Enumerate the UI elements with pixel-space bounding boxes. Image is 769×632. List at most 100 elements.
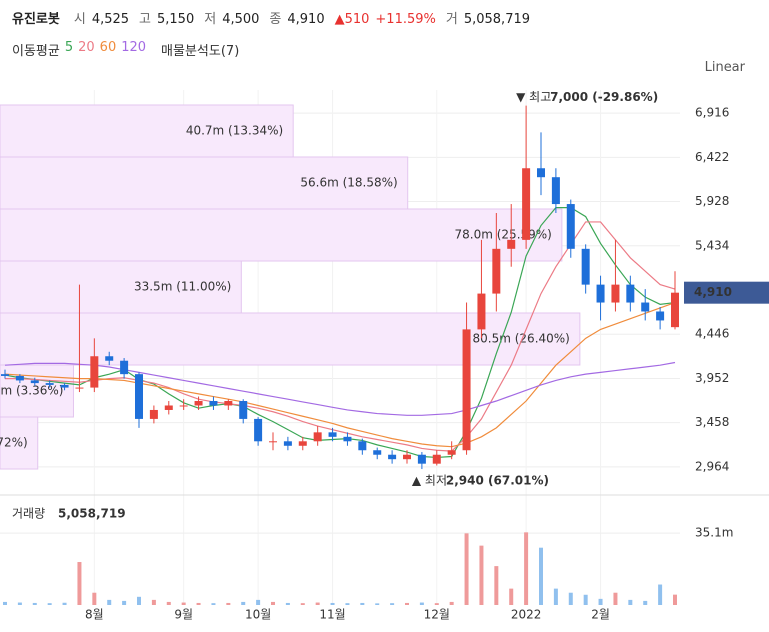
- volume-bar: [151, 599, 156, 605]
- volume-profile-label: 33.5m (11.00%): [134, 280, 231, 294]
- indicator-bar[interactable]: 이동평균 5 20 60 120 매물분석도(7): [12, 40, 239, 59]
- ma-legend-entry[interactable]: 20: [78, 40, 95, 55]
- candle-body: [105, 356, 114, 361]
- y-tick-label: 4,446: [695, 327, 729, 341]
- candle-body: [626, 284, 635, 303]
- candle-body: [537, 168, 545, 178]
- ma-legend-entry[interactable]: 5: [64, 40, 74, 55]
- candle-body: [417, 454, 426, 464]
- high-key: 고: [139, 12, 151, 27]
- volume-bar: [553, 588, 558, 605]
- annotation-text: ▲ 최저: [412, 474, 447, 488]
- volume-bar: [271, 601, 275, 605]
- candle-body: [283, 441, 292, 446]
- volume-value: 5,058,719: [463, 12, 531, 27]
- volume-bar: [390, 603, 395, 605]
- volume-profile-label: 10.2m (3.36%): [0, 384, 63, 398]
- candle-body: [581, 248, 590, 285]
- change: ▲510: [334, 12, 370, 27]
- volume-bar: [92, 592, 97, 605]
- volume-bar: [211, 603, 216, 605]
- y-tick-label: 6,422: [695, 150, 729, 164]
- volume-bar: [17, 602, 22, 605]
- last-price-label: 4,910: [694, 285, 732, 299]
- candle-body: [447, 450, 456, 455]
- scale-toggle[interactable]: Linear: [704, 60, 745, 75]
- candle-body: [522, 168, 531, 240]
- volume-bar: [345, 603, 350, 605]
- volume-bar: [375, 603, 380, 605]
- high-value: 5,150: [157, 12, 195, 27]
- volume-profile-label: 40.7m (13.34%): [186, 124, 283, 138]
- volume-bar: [628, 599, 633, 605]
- x-tick-label: 2월: [591, 608, 610, 622]
- volume-bar: [181, 602, 186, 605]
- volume-title-value: 5,058,719: [58, 507, 126, 521]
- y-tick-label: 5,928: [695, 194, 729, 208]
- volume-bar: [315, 602, 320, 605]
- x-tick-label: 8월: [85, 608, 104, 622]
- ma-line: [4, 301, 676, 448]
- candle-body: [358, 441, 367, 451]
- volume-bar: [494, 566, 499, 605]
- candle-body: [30, 380, 39, 384]
- ma-line: [4, 361, 676, 416]
- volume-profile-bar: [0, 208, 563, 262]
- volume-bar: [256, 599, 261, 605]
- candle-body: [492, 248, 501, 294]
- volume-bar: [107, 599, 112, 605]
- volume-bar: [62, 602, 67, 605]
- volume-profile-bar: [0, 416, 39, 470]
- candle-body: [611, 284, 620, 303]
- candle-body: [60, 384, 69, 388]
- x-tick-label: 11월: [319, 608, 345, 622]
- candle-body: [179, 405, 188, 407]
- candle-body: [239, 401, 248, 419]
- volume-bar: [643, 600, 648, 605]
- candle-body: [507, 239, 516, 249]
- change-rate: +11.59%: [375, 12, 436, 27]
- volume-profile-bar: [0, 364, 74, 418]
- candle-body: [269, 441, 277, 443]
- ma-legend: 5 20 60 120: [65, 40, 146, 59]
- x-tick-label: 10월: [245, 608, 271, 622]
- x-tick-label: 2022: [511, 608, 542, 622]
- volume-bar: [613, 592, 618, 605]
- last-price-tag: [684, 281, 769, 304]
- volume-bar: [166, 601, 171, 605]
- y-tick-label: 6,916: [695, 106, 729, 120]
- volume-profile-label[interactable]: 매물분석도(7): [161, 44, 240, 59]
- volume-bar: [568, 592, 573, 605]
- candle-body: [209, 401, 218, 406]
- candle-body: [1, 374, 9, 376]
- volume-bar: [77, 562, 82, 605]
- header: 유진로봇 시 4,525 고 5,150 저 4,500 종 4,910 ▲510 +11…: [12, 8, 534, 27]
- candle-body: [254, 418, 263, 442]
- candle-body: [343, 436, 352, 442]
- volume-bar: [360, 602, 365, 605]
- volume-bar: [509, 588, 514, 605]
- candle-body: [388, 454, 397, 460]
- ma-label[interactable]: 이동평균: [12, 44, 60, 59]
- candle-body: [135, 374, 143, 419]
- ma-line: [4, 207, 676, 459]
- candle-body: [313, 432, 322, 442]
- volume-bar: [330, 602, 335, 605]
- volume-bar: [479, 545, 484, 605]
- candle-body: [45, 383, 54, 385]
- ma-legend-entry[interactable]: 120: [121, 40, 147, 55]
- volume-bar: [122, 600, 127, 605]
- close-value: 4,910: [287, 12, 325, 27]
- open-value: 4,525: [91, 12, 130, 27]
- ma-legend-entry[interactable]: 60: [99, 40, 117, 55]
- volume-profile-bar: [0, 260, 242, 314]
- candle-body: [75, 387, 84, 389]
- volume-bar: [3, 601, 7, 605]
- candle-body: [298, 441, 307, 446]
- volume-bar: [598, 598, 603, 605]
- candle-body: [328, 432, 337, 437]
- low-value: 4,500: [222, 12, 260, 27]
- y-tick-label: 3,952: [695, 371, 729, 385]
